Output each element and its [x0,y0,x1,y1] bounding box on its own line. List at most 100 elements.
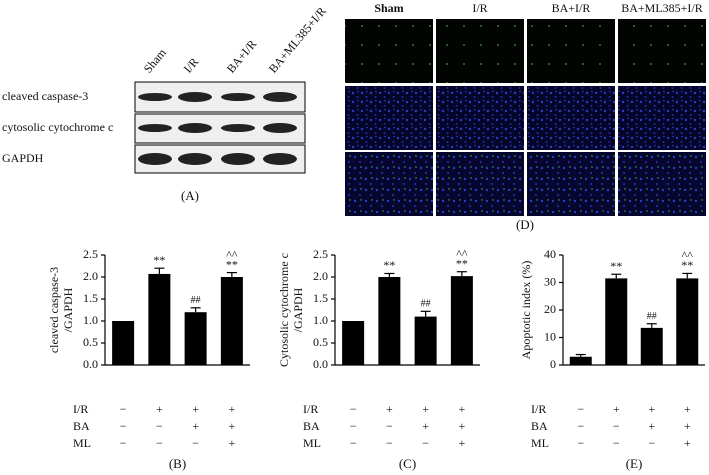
condition-sign: + [422,402,429,416]
y-tick-label: 2.0 [83,269,98,283]
y-axis-label: Apoptotic index (%) [519,261,533,360]
condition-sign: + [458,436,465,450]
condition-label: I/R [531,402,546,416]
panel-label: (C) [399,456,416,471]
condition-label: I/R [73,402,88,416]
condition-sign: + [192,419,199,433]
imaging-column-label: BA+I/R [552,1,591,15]
condition-sign: − [577,436,584,450]
y-tick-label: 0.5 [313,335,328,349]
condition-sign: + [684,436,691,450]
condition-sign: + [228,402,235,416]
y-tick-label: 0.0 [313,357,328,371]
condition-sign: + [422,419,429,433]
y-axis-label: /GAPDH [291,287,305,332]
bar [220,277,243,365]
micrograph [527,152,615,216]
condition-label: ML [303,436,321,450]
y-axis-label: Cytosolic cytochrome c [277,253,291,367]
blot-band [138,153,172,165]
y-tick-label: 2.5 [83,247,98,261]
condition-sign: + [458,419,465,433]
bar [184,312,207,365]
blot-band [221,124,255,132]
blot-row-label: cytosolic cytochrome c [2,120,113,134]
condition-sign: − [156,419,163,433]
micrograph [436,19,524,83]
blot-band [221,93,255,101]
micrograph [345,152,433,216]
y-tick-label: 2.5 [313,247,328,261]
condition-sign: + [192,402,199,416]
blot-band [138,124,172,132]
micrograph [618,19,706,83]
condition-sign: − [350,419,357,433]
condition-sign: − [156,436,163,450]
blot-band [178,153,212,165]
condition-label: ML [531,436,549,450]
micrograph [436,86,524,150]
panel-label: (D) [516,217,534,232]
y-tick-label: 30 [544,274,556,288]
imaging-column-label: BA+ML385+I/R [621,1,703,15]
condition-sign: − [120,419,127,433]
condition-sign: + [458,402,465,416]
significance-mark: ^^ [456,246,468,260]
condition-sign: + [648,419,655,433]
y-tick-label: 20 [544,302,556,316]
condition-sign: − [648,436,655,450]
condition-label: BA [303,419,320,433]
imaging-column-label: Sham [374,1,403,15]
condition-sign: − [120,436,127,450]
significance-mark: ** [226,257,238,271]
bar [148,273,171,365]
condition-sign: + [684,419,691,433]
blot-band [178,123,212,133]
condition-sign: − [422,436,429,450]
condition-sign: − [192,436,199,450]
y-tick-label: 1.0 [83,313,98,327]
y-tick-label: 40 [544,247,556,261]
panel-label: (B) [169,456,186,471]
condition-sign: + [228,419,235,433]
blot-band [178,92,212,102]
blot-band [263,123,297,133]
y-tick-label: 0 [550,357,556,371]
bar [342,321,365,365]
micrograph [345,19,433,83]
y-tick-label: 0.5 [83,335,98,349]
significance-mark: ** [456,256,468,270]
bar [640,327,663,365]
condition-sign: + [386,402,393,416]
y-tick-label: 10 [544,329,556,343]
condition-sign: + [648,402,655,416]
micrograph [527,19,615,83]
blot-band [263,92,297,102]
condition-sign: + [228,436,235,450]
bar [569,356,592,365]
condition-sign: − [350,436,357,450]
significance-mark: ** [610,259,622,273]
panel-label: (A) [181,188,199,203]
blot-column-label: BA+I/R [224,37,260,76]
bar [605,278,628,365]
y-axis-label: /GAPDH [61,287,75,332]
condition-sign: − [386,419,393,433]
condition-label: I/R [303,402,318,416]
significance-mark: ## [647,311,657,322]
blot-column-label: BA+ML385+I/R [266,4,329,75]
fluorescence-grid [345,19,706,216]
significance-mark: ** [383,258,395,272]
micrograph [527,86,615,150]
condition-sign: − [350,402,357,416]
significance-mark: ^^ [682,248,694,262]
y-tick-label: 1.5 [83,291,98,305]
micrograph [618,152,706,216]
bar [378,277,401,365]
blot-column-label: Sham [141,45,170,75]
y-tick-label: 1.5 [313,291,328,305]
condition-sign: − [613,436,620,450]
blot-row-label: GAPDH [2,151,44,165]
micrograph [618,86,706,150]
